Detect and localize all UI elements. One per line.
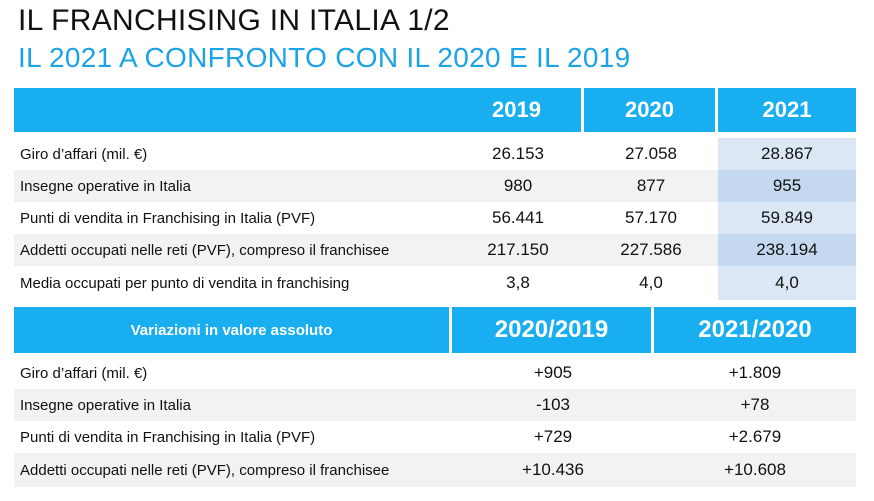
table-row: Insegne operative in Italia -103 +78: [14, 389, 856, 421]
value-2019: 56.441: [492, 208, 544, 227]
value-2020: 57.170: [625, 208, 677, 227]
header-year-2020: 2020: [584, 88, 718, 132]
variation-header-row: Variazioni in valore assoluto 2020/2019 …: [14, 307, 856, 353]
table-row: Giro d’affari (mil. €) +905 +1.809: [14, 357, 856, 389]
header-year-2019: 2019: [452, 88, 584, 132]
row-label: Punti di vendita in Franchising in Itali…: [20, 428, 316, 446]
value-2020-2019: +10.436: [522, 460, 584, 479]
row-label: Giro d’affari (mil. €): [20, 145, 148, 163]
value-2020-2019: +729: [533, 427, 573, 446]
row-label: Insegne operative in Italia: [20, 396, 191, 414]
table-row: Insegne operative in Italia 980 877 955: [14, 170, 856, 202]
page-subtitle: IL 2021 A CONFRONTO CON IL 2020 E IL 201…: [18, 42, 631, 73]
value-2019: 217.150: [487, 240, 549, 259]
value-2019: 980: [503, 176, 533, 195]
table-header-row: 2019 2020 2021: [14, 88, 856, 132]
value-2021: 28.867: [718, 138, 856, 170]
value-2021-2020: +1.809: [728, 363, 782, 382]
row-label: Addetti occupati nelle reti (PVF), compr…: [20, 241, 390, 259]
value-2019: 3,8: [506, 273, 530, 292]
value-2020: 227.586: [620, 240, 682, 259]
value-2021: 955: [718, 170, 856, 202]
row-label: Punti di vendita in Franchising in Itali…: [20, 209, 316, 227]
value-2020: 4,0: [639, 273, 663, 292]
header-year-2021: 2021: [762, 97, 812, 122]
table-row: Punti di vendita in Franchising in Itali…: [14, 202, 856, 234]
row-label: Giro d’affari (mil. €): [20, 364, 148, 382]
table-row: Addetti occupati nelle reti (PVF), compr…: [14, 234, 856, 266]
value-2021-2020: +78: [740, 395, 770, 414]
table-row: Giro d’affari (mil. €) 26.153 27.058 28.…: [14, 138, 856, 170]
value-2021: 59.849: [718, 202, 856, 234]
value-2020-2019: -103: [535, 395, 571, 414]
header-period-2020-2019: 2020/2019: [452, 307, 654, 353]
value-2020-2019: +905: [533, 363, 573, 382]
table-row: Addetti occupati nelle reti (PVF), compr…: [14, 453, 856, 487]
value-2020: 27.058: [625, 144, 677, 163]
variation-header-label: Variazioni in valore assoluto: [14, 307, 452, 353]
value-2021-2020: +2.679: [728, 427, 782, 446]
table-row: Punti di vendita in Franchising in Itali…: [14, 421, 856, 453]
value-2021-2020: +10.608: [724, 460, 786, 479]
value-2020: 877: [636, 176, 666, 195]
value-2021: 4,0: [718, 266, 856, 300]
row-label: Media occupati per punto di vendita in f…: [20, 274, 350, 292]
row-label: Addetti occupati nelle reti (PVF), compr…: [20, 461, 390, 479]
header-period-2021-2020: 2021/2020: [698, 316, 812, 343]
row-label: Insegne operative in Italia: [20, 177, 191, 195]
header-blank: [14, 88, 452, 132]
value-2019: 26.153: [492, 144, 544, 163]
value-2021: 238.194: [718, 234, 856, 266]
page-title: IL FRANCHISING IN ITALIA 1/2: [18, 4, 450, 37]
table-row: Media occupati per punto di vendita in f…: [14, 266, 856, 300]
